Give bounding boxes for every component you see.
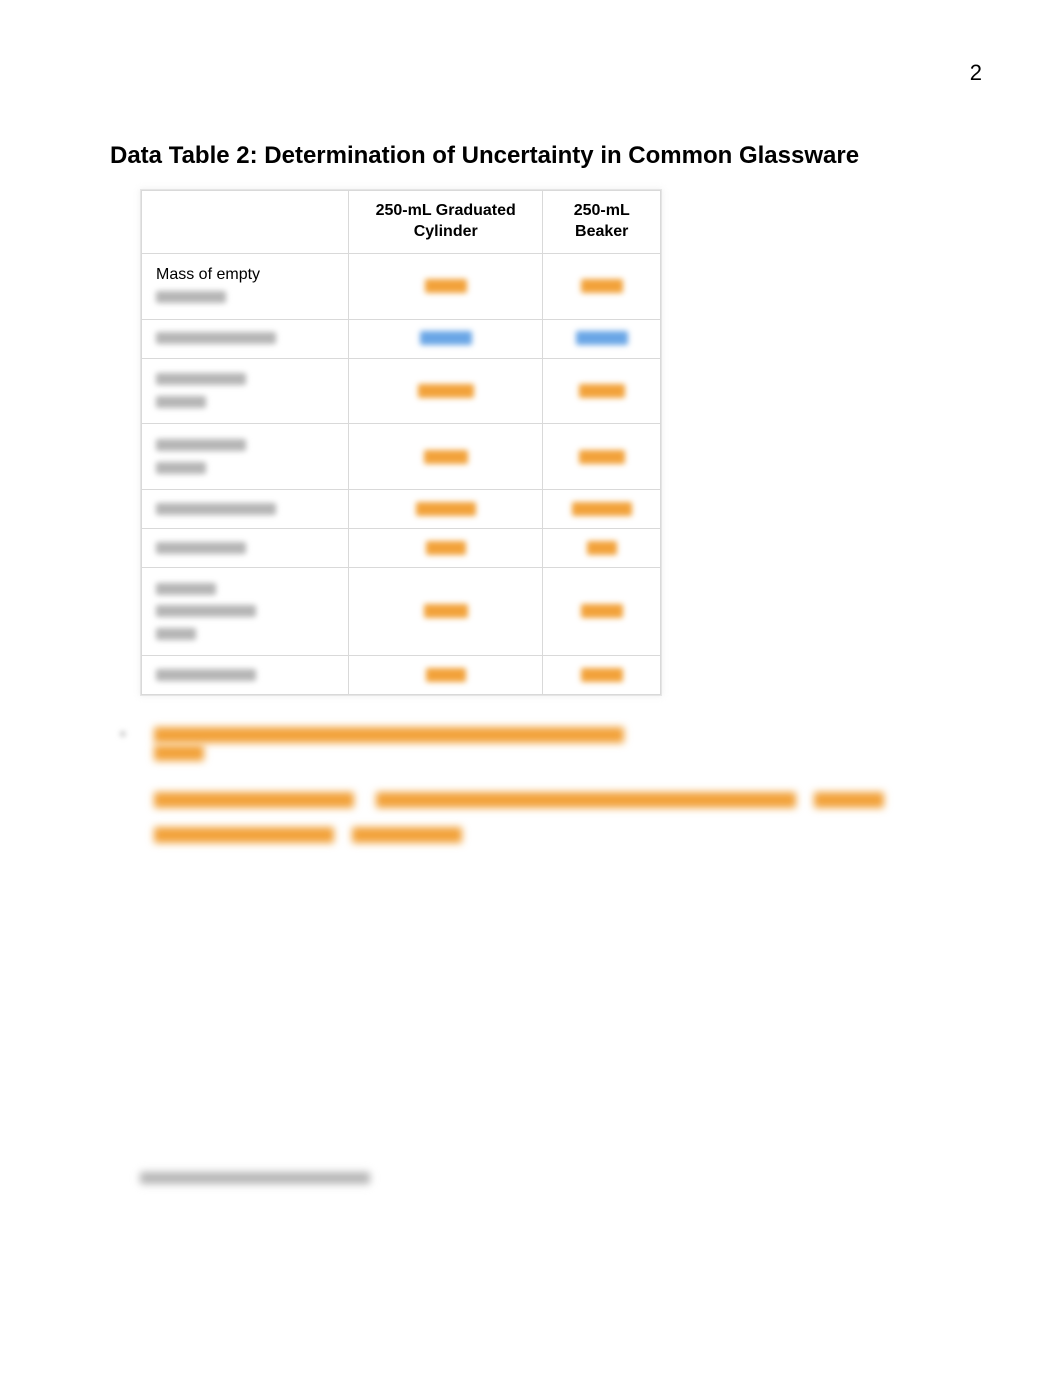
question-row: • [120, 726, 952, 762]
cell-grad-cylinder [349, 358, 543, 424]
question-block: • [110, 726, 952, 852]
row-label [142, 490, 349, 529]
footer-text [140, 1172, 370, 1184]
question-line2 [154, 745, 204, 761]
row-label-blur2 [156, 396, 206, 408]
data-table: 250-mL Graduated Cylinder 250-mL Beaker … [141, 190, 661, 695]
table-header-row: 250-mL Graduated Cylinder 250-mL Beaker [142, 191, 661, 254]
header-empty [142, 191, 349, 254]
row-label [142, 319, 349, 358]
row-label-blur [156, 542, 246, 554]
cell-value-blur [576, 331, 628, 345]
table-row [142, 529, 661, 568]
table-row [142, 424, 661, 490]
cell-grad-cylinder [349, 319, 543, 358]
cell-grad-cylinder [349, 424, 543, 490]
cell-value-blur [587, 541, 617, 555]
cell-value-blur [416, 502, 476, 516]
answer-seg3 [814, 792, 884, 808]
cell-beaker [543, 568, 661, 656]
question-line1 [154, 727, 624, 743]
row-label [142, 424, 349, 490]
cell-value-blur [581, 279, 623, 293]
answer-line2-seg2 [352, 827, 462, 843]
header-beaker: 250-mL Beaker [543, 191, 661, 254]
cell-beaker [543, 424, 661, 490]
row-label-blur [156, 291, 226, 303]
row-label-blur [156, 583, 216, 595]
cell-value-blur [425, 279, 467, 293]
row-label [142, 529, 349, 568]
cell-grad-cylinder [349, 490, 543, 529]
table-row [142, 319, 661, 358]
row-label-blur [156, 332, 276, 344]
header-grad-cylinder: 250-mL Graduated Cylinder [349, 191, 543, 254]
answer-line2-seg1 [154, 827, 334, 843]
row-label [142, 568, 349, 656]
table-row [142, 358, 661, 424]
row-label-blur3 [156, 628, 196, 640]
content-area: Data Table 2: Determination of Uncertain… [110, 140, 952, 853]
cell-beaker [543, 529, 661, 568]
row-label-blur [156, 373, 246, 385]
row-label-blur2 [156, 605, 256, 617]
section-title: Data Table 2: Determination of Uncertain… [110, 140, 952, 171]
row-label-blur [156, 503, 276, 515]
cell-value-blur [426, 541, 466, 555]
answer-seg1 [154, 792, 354, 808]
page: 2 Data Table 2: Determination of Uncerta… [0, 0, 1062, 1377]
cell-value-blur [572, 502, 632, 516]
row-label-blur [156, 669, 256, 681]
table-row: Mass of empty [142, 253, 661, 319]
answer-seg2 [376, 792, 796, 808]
cell-value-blur [418, 384, 474, 398]
row-label: Mass of empty [142, 253, 349, 319]
cell-value-blur [579, 450, 625, 464]
row-label [142, 656, 349, 695]
cell-value-blur [424, 450, 468, 464]
table-row [142, 656, 661, 695]
cell-grad-cylinder [349, 656, 543, 695]
table-row [142, 568, 661, 656]
cell-value-blur [420, 331, 472, 345]
row-label [142, 358, 349, 424]
question-body [154, 726, 952, 762]
cell-beaker [543, 358, 661, 424]
cell-value-blur [424, 604, 468, 618]
row-label-blur [156, 439, 246, 451]
cell-beaker [543, 656, 661, 695]
cell-grad-cylinder [349, 253, 543, 319]
cell-grad-cylinder [349, 529, 543, 568]
table-body: Mass of empty [142, 253, 661, 695]
cell-value-blur [581, 604, 623, 618]
answer-block [120, 782, 952, 852]
row-label-text: Mass of empty [156, 266, 260, 283]
cell-value-blur [581, 668, 623, 682]
cell-beaker [543, 253, 661, 319]
row-label-blur2 [156, 462, 206, 474]
cell-value-blur [426, 668, 466, 682]
page-number: 2 [970, 60, 982, 86]
table-row [142, 490, 661, 529]
cell-grad-cylinder [349, 568, 543, 656]
cell-beaker [543, 490, 661, 529]
question-number: • [120, 726, 138, 744]
data-table-wrapper: 250-mL Graduated Cylinder 250-mL Beaker … [140, 189, 662, 696]
cell-value-blur [579, 384, 625, 398]
cell-beaker [543, 319, 661, 358]
footer-copyright [140, 1169, 370, 1187]
